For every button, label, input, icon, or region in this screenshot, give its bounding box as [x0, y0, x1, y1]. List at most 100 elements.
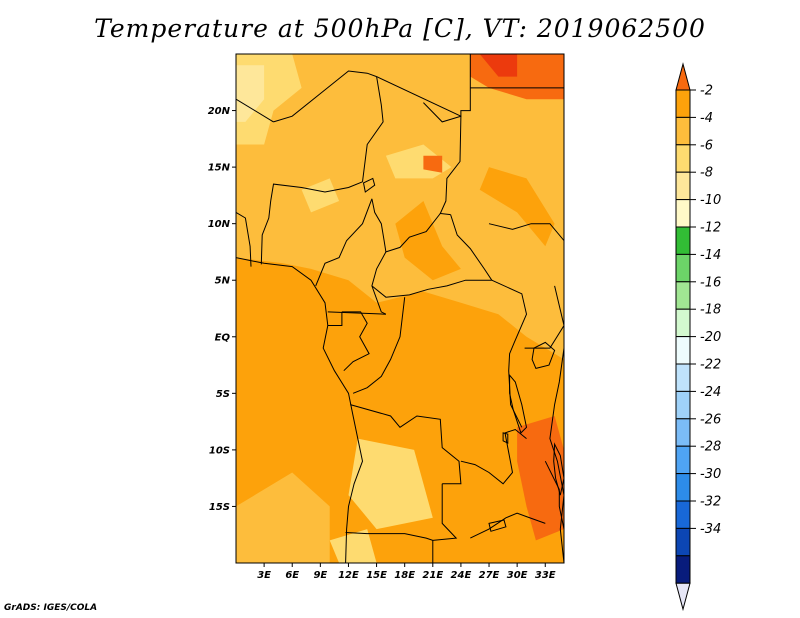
colorbar-label: -8	[700, 166, 713, 181]
colorbar-bottom-arrow	[675, 582, 691, 612]
border-drc-zambia	[460, 428, 527, 485]
temperature-region-7	[329, 529, 377, 563]
lon-tick-label: 30E	[507, 570, 528, 581]
border-cameroon-gabon-eqg	[327, 311, 386, 315]
temperature-region-1	[395, 201, 461, 281]
colorbar-segment	[675, 281, 691, 310]
colorbar-label: -16	[700, 275, 721, 290]
border-eq-guinea	[327, 311, 343, 326]
colorbar-segment	[675, 336, 691, 365]
map-frame	[235, 53, 565, 564]
colorbar-segment	[675, 89, 691, 118]
colorbar-label: -24	[700, 385, 721, 400]
map-plot-area	[236, 54, 564, 563]
colorbar-label: -4	[700, 111, 713, 126]
border-chad-libya	[376, 76, 462, 117]
colorbar-label: -12	[700, 221, 721, 236]
lake-mweru	[502, 432, 509, 444]
border-benin-nigeria	[260, 200, 272, 265]
colorbar-segment	[675, 253, 691, 283]
lat-tick-label: 10N	[208, 219, 231, 230]
lat-tick-label: 5S	[216, 389, 230, 400]
lon-tick-label: 12E	[338, 570, 359, 581]
border-drc-angola	[350, 404, 462, 485]
border-ghana-togo-benin	[236, 211, 252, 267]
colorbar-segment	[675, 308, 691, 338]
colorbar-label: -6	[700, 138, 713, 153]
colorbar-label: -20	[700, 330, 721, 345]
lon-tick-label: 21E	[422, 570, 443, 581]
colorbar-segment	[675, 171, 691, 201]
border-car-drc	[371, 279, 492, 298]
border-niger-chad	[362, 76, 384, 182]
lon-tick-label: 9E	[313, 570, 327, 581]
border-congo-drc	[352, 297, 406, 394]
lat-tick-label: EQ	[215, 332, 231, 343]
chart-title: Temperature at 500hPa [C], VT: 201906250…	[94, 14, 706, 43]
lat-tick-label: 10S	[209, 445, 230, 456]
lake-tanganyika	[509, 373, 528, 434]
border-coast-west	[236, 257, 364, 563]
lon-tick-label: 33E	[535, 570, 556, 581]
border-chad-cameroon	[371, 198, 387, 252]
lon-tick-label: 3E	[257, 570, 271, 581]
axis-ticks: 20N 15N 10N 5N EQ 5S 10S 15S 3E 6E 9E 12E 15E 18E 21E 2…	[208, 106, 556, 581]
border-angola-zambia	[345, 483, 458, 541]
lat-tick-label: 15S	[209, 502, 230, 513]
lon-tick-label: 27E	[479, 570, 500, 581]
colorbar: -2 -4 -6 -8 -10 -12 -14 -16 -18 -20 -22 -24 -26 -28 -3…	[675, 62, 721, 612]
colorbar-top-arrow	[675, 62, 691, 91]
colorbar-segment	[675, 555, 691, 584]
colorbar-segment	[675, 226, 691, 255]
colorbar-label: -18	[700, 303, 721, 318]
border-uganda-kenya-tz	[524, 285, 564, 349]
border-zambia-zim	[470, 512, 546, 539]
colorbar-segment	[675, 445, 691, 475]
lon-tick-label: 24E	[451, 570, 472, 581]
temperature-region-2	[479, 167, 555, 247]
border-nigeria-cameroon	[315, 198, 373, 287]
border-gabon-congo	[341, 311, 370, 372]
temperature-region-6	[348, 438, 433, 530]
temperature-region-12	[479, 54, 518, 77]
lon-tick-label: 6E	[285, 570, 299, 581]
border-car-cameroon	[371, 251, 387, 315]
border-car-north	[385, 213, 441, 253]
lon-tick-label: 18E	[394, 570, 415, 581]
temperature-region-9	[236, 472, 330, 563]
colorbar-segment	[675, 390, 691, 420]
colorbar-segment	[675, 363, 691, 392]
temperature-region-5	[301, 178, 340, 213]
lake-kariba	[488, 519, 507, 532]
border-niger-algeria-libya	[273, 70, 377, 123]
temperature-region-0	[236, 54, 564, 360]
colorbar-label: -10	[700, 193, 721, 208]
lat-tick-label: 5N	[215, 276, 231, 287]
lake-victoria	[531, 341, 556, 369]
colorbar-segment	[675, 418, 691, 447]
colorbar-segment	[675, 116, 691, 146]
colorbar-label: -28	[700, 440, 721, 455]
lat-tick-label: 20N	[208, 106, 231, 117]
border-drc-east	[491, 279, 528, 428]
border-niger-nigeria	[270, 181, 363, 202]
colorbar-label: -2	[700, 84, 713, 99]
colorbar-label: -34	[700, 522, 721, 537]
colorbar-label: -32	[700, 495, 721, 510]
temperature-region-13	[423, 155, 443, 173]
border-malawi-moz	[544, 460, 564, 530]
border-mali-algeria	[236, 98, 274, 123]
colorbar-segment	[675, 199, 691, 228]
border-libya-egypt-sudan	[423, 54, 471, 123]
border-coast-east	[549, 348, 564, 563]
lake-malawi	[553, 442, 564, 496]
colorbar-label: -14	[700, 248, 721, 263]
temperature-region-8	[236, 65, 265, 122]
colorbar-label: -22	[700, 358, 721, 373]
border-south-sudan	[488, 223, 564, 241]
colorbar-label: -30	[700, 467, 721, 482]
lon-tick-label: 15E	[366, 570, 387, 581]
lat-tick-label: 15N	[208, 163, 231, 174]
colorbar-label: -26	[700, 412, 721, 427]
